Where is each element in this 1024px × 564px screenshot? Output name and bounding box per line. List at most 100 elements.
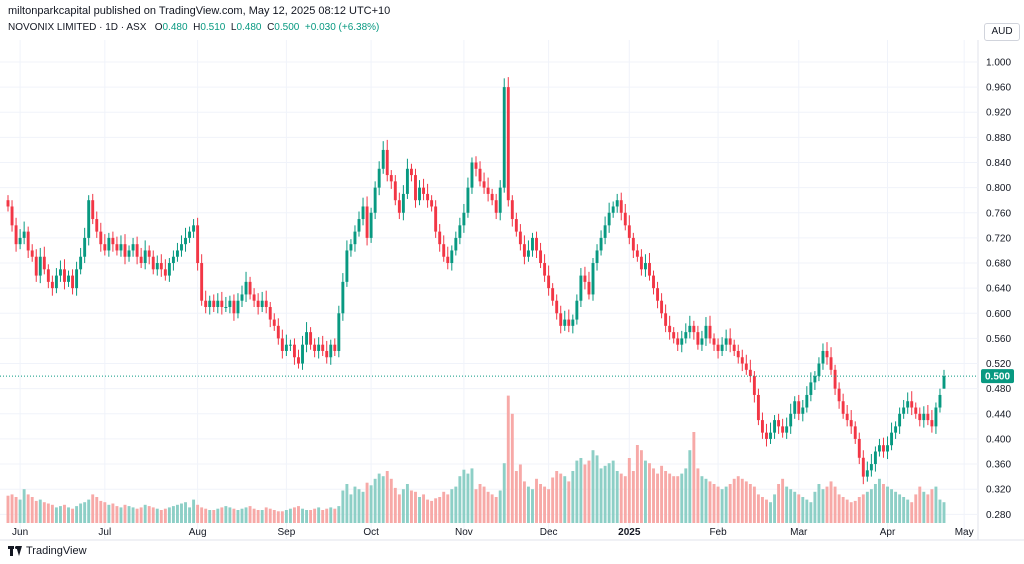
candle	[248, 276, 252, 300]
candle	[684, 323, 688, 344]
candle	[50, 275, 54, 296]
candle	[240, 285, 244, 308]
price-tick-label: 1.000	[986, 57, 1011, 68]
candle	[337, 305, 341, 358]
symbol-name[interactable]: NOVONIX LIMITED · 1D · ASX	[8, 22, 147, 33]
price-tick-label: 0.760	[986, 208, 1011, 219]
volume-bar	[482, 486, 486, 523]
volume-bar	[555, 471, 559, 523]
volume-bar	[393, 487, 397, 523]
volume-bar	[79, 503, 83, 523]
candle	[458, 217, 462, 245]
volume-bar	[579, 458, 583, 523]
footer-brand[interactable]: TradingView	[8, 545, 87, 557]
candle	[349, 239, 353, 257]
volume-bar	[813, 491, 817, 523]
candle	[926, 405, 930, 426]
candle	[264, 290, 268, 314]
candle	[514, 212, 518, 237]
volume-bar	[535, 478, 538, 523]
candle	[825, 342, 829, 365]
volume-bar	[119, 507, 123, 523]
candle	[22, 221, 26, 245]
candle	[902, 399, 906, 419]
candlesticks	[6, 77, 946, 485]
volume-bar	[22, 489, 26, 523]
close-value: 0.500	[274, 22, 300, 33]
volume-bar	[244, 507, 248, 523]
candle	[494, 193, 498, 220]
volume-bar	[284, 510, 288, 523]
time-tick-label: Apr	[880, 527, 896, 538]
volume-bar	[486, 491, 490, 523]
volume-bar	[18, 499, 22, 523]
candle	[591, 257, 595, 301]
price-tick-label: 0.560	[986, 334, 1011, 345]
low-value: 0.480	[236, 22, 262, 33]
time-tick-label: Dec	[540, 527, 558, 538]
candle	[821, 343, 825, 370]
candle	[212, 294, 216, 313]
volume-bar	[684, 468, 688, 523]
volume-bar	[434, 498, 438, 523]
publisher-caption: miltonparkcapital published on TradingVi…	[8, 5, 391, 17]
candle	[934, 402, 938, 434]
candle	[83, 227, 87, 264]
volume-bar	[276, 511, 280, 523]
price-tick-label: 0.680	[986, 259, 1011, 270]
candle	[623, 203, 627, 231]
volume-bar	[575, 460, 579, 523]
volume-bar	[704, 478, 708, 523]
volume-bar	[845, 499, 849, 523]
volume-bar	[458, 476, 462, 523]
volume-bar	[252, 508, 256, 523]
candle	[595, 244, 599, 271]
candle	[853, 421, 857, 444]
volume-bar	[877, 478, 881, 523]
candle	[268, 301, 272, 328]
volume-bar	[906, 499, 910, 523]
volume-bar	[752, 486, 756, 523]
candle	[652, 270, 655, 295]
time-tick-label: Aug	[189, 527, 207, 538]
volume-bar	[833, 486, 837, 523]
candle	[325, 340, 329, 364]
volume-bar	[672, 476, 676, 523]
candle	[579, 268, 583, 308]
last-price-line: 0.500	[0, 369, 1014, 384]
volume-bar	[10, 494, 14, 523]
currency-button[interactable]: AUD	[984, 23, 1020, 41]
volume-bar	[522, 481, 526, 523]
candle	[147, 245, 151, 265]
candle	[321, 335, 325, 357]
volume-bar	[615, 471, 619, 523]
candle	[486, 177, 490, 202]
volume-bar	[67, 507, 70, 523]
candle	[861, 450, 865, 485]
volume-bar	[107, 504, 111, 523]
volume-bar	[414, 491, 417, 523]
volume-bar	[623, 476, 627, 523]
volume-bar	[583, 464, 587, 523]
candle	[155, 255, 159, 276]
price-axis: 1.000 0.960 0.920 0.880 0.840 0.800 0.760 0.720…	[986, 57, 1011, 520]
volume-bar	[882, 484, 885, 523]
volume-bar	[656, 473, 660, 523]
candle	[769, 422, 772, 444]
candle	[898, 407, 902, 434]
volume-bar	[212, 510, 216, 523]
volume-bar	[87, 499, 91, 523]
candle	[938, 388, 942, 413]
volume-bar	[724, 486, 728, 523]
volume-bar	[381, 476, 385, 523]
volume-bar	[95, 497, 99, 523]
volume-bar	[894, 491, 898, 523]
volume-bar	[163, 508, 167, 523]
candle	[216, 293, 220, 314]
candle	[14, 217, 18, 252]
volume-bar	[337, 506, 341, 523]
volume-bar	[401, 489, 405, 523]
candle	[712, 333, 716, 351]
volume-bar	[228, 507, 232, 523]
